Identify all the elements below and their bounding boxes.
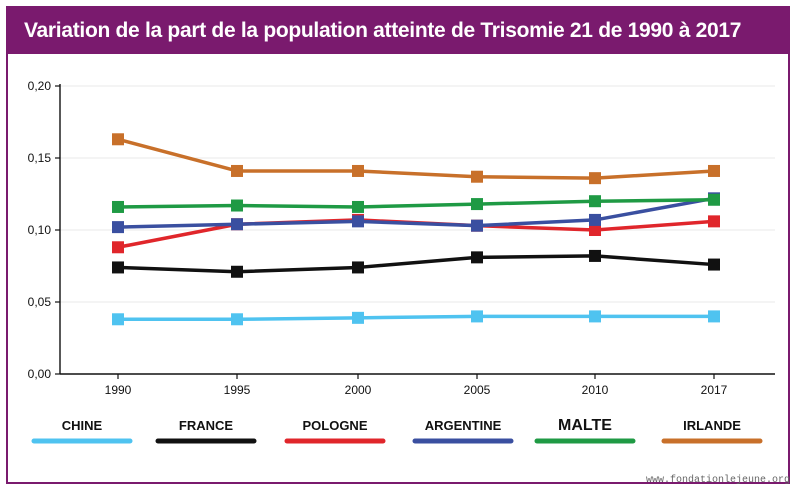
data-point-france [471, 251, 483, 264]
y-tick-label: 0,15 [28, 151, 52, 165]
legend-label-malte: MALTE [558, 417, 612, 434]
data-point-malte [471, 198, 483, 211]
data-point-chine [471, 310, 483, 323]
data-point-malte [352, 200, 364, 213]
y-tick-label: 0,20 [28, 79, 52, 93]
series-line-chine [118, 314, 714, 322]
series-group [112, 133, 720, 326]
data-point-irlande [589, 172, 601, 185]
x-tick-label: 1990 [105, 383, 132, 397]
y-tick-labels: 0,00 0,05 0,10 0,15 0,20 [28, 79, 52, 381]
x-tick-label: 2017 [701, 383, 728, 397]
series-line-argentine [117, 196, 715, 229]
x-tick-label: 2000 [345, 383, 372, 397]
data-point-pologne [112, 241, 124, 254]
data-point-pologne [589, 224, 601, 236]
data-point-argentine [231, 218, 243, 231]
data-point-france [231, 265, 243, 278]
x-tick-label: 2010 [582, 383, 609, 397]
data-point-irlande [112, 133, 124, 146]
data-point-irlande [471, 170, 483, 183]
data-point-malte [112, 200, 124, 213]
legend-label-chine: CHINE [62, 418, 103, 433]
y-tick-label: 0,10 [28, 223, 52, 237]
legend-label-pologne: POLOGNE [302, 418, 367, 433]
data-point-chine [352, 311, 364, 324]
data-point-malte [708, 193, 720, 206]
legend-label-france: FRANCE [179, 418, 233, 433]
source-url: www.fondationlejeune.org [645, 475, 790, 486]
x-tick-labels: 1990 1995 2000 2005 2010 2017 [105, 383, 728, 397]
data-point-argentine [589, 213, 601, 226]
grid-lines [60, 85, 775, 303]
chart-title: Variation de la part de la population at… [8, 8, 788, 54]
data-point-pologne [708, 215, 720, 228]
x-tick-label: 2005 [464, 383, 491, 397]
data-point-irlande [352, 164, 364, 177]
data-point-france [708, 258, 720, 271]
data-point-france [589, 249, 601, 262]
series-line-france [117, 254, 715, 274]
legend-label-argentine: ARGENTINE [425, 418, 502, 433]
series-line-malte [117, 198, 715, 209]
x-tick-label: 1995 [224, 383, 251, 397]
data-point-malte [231, 199, 243, 212]
data-point-malte [589, 195, 601, 208]
data-point-chine [589, 310, 601, 323]
series-line-irlande [117, 137, 715, 180]
data-point-argentine [112, 221, 124, 234]
data-point-argentine [471, 219, 483, 232]
data-point-chine [708, 310, 720, 323]
data-point-irlande [231, 164, 243, 177]
legend-label-irlande: IRLANDE [683, 418, 741, 433]
y-tick-label: 0,00 [28, 367, 52, 381]
data-point-argentine [352, 215, 364, 228]
axes [55, 84, 775, 379]
data-point-chine [112, 313, 124, 326]
legend: CHINE FRANCE POLOGNE ARGENTINE MALTE IRLANDE [31, 417, 763, 444]
data-point-irlande [708, 164, 720, 177]
data-point-france [352, 261, 364, 274]
y-tick-label: 0,05 [28, 295, 52, 309]
data-point-france [112, 261, 124, 274]
data-point-chine [231, 313, 243, 326]
